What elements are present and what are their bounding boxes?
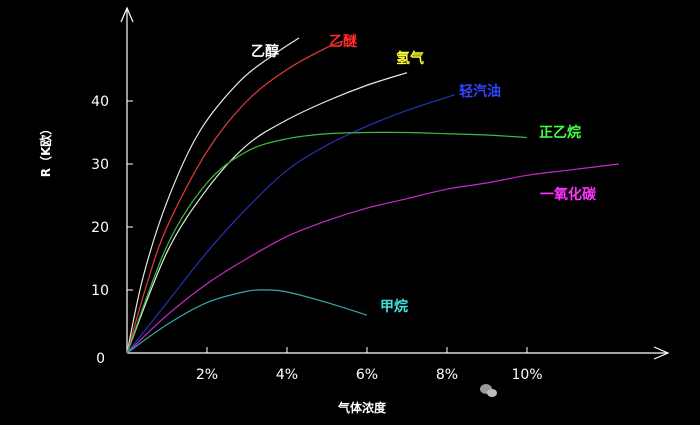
series-line-5 bbox=[126, 163, 620, 354]
series-line-6 bbox=[126, 289, 368, 354]
series-label-0: 乙醇 bbox=[251, 43, 279, 60]
series-line-3 bbox=[126, 94, 456, 354]
x-tick-label: 8% bbox=[436, 367, 458, 383]
x-axis-title: 气体浓度 bbox=[337, 400, 387, 415]
series-label-6: 甲烷 bbox=[380, 298, 408, 315]
x-tick-label: 2% bbox=[196, 367, 218, 383]
y-tick-label: 20 bbox=[91, 220, 109, 236]
series-label-4: 正乙烷 bbox=[539, 124, 581, 141]
x-tick-label: 6% bbox=[356, 367, 378, 383]
series-line-2 bbox=[126, 72, 408, 354]
y-tick-label: 30 bbox=[91, 157, 109, 173]
series-line-0 bbox=[126, 37, 300, 354]
tick-labels: 2% 4% 6% 8% 10% 10 20 30 40 0 bbox=[91, 94, 542, 383]
y-tick-label: 40 bbox=[91, 94, 109, 110]
x-tick-label: 10% bbox=[511, 367, 542, 383]
series-line-4 bbox=[126, 131, 528, 354]
y-tick-label: 10 bbox=[91, 283, 109, 299]
series-label-1: 乙醚 bbox=[329, 33, 357, 50]
axes bbox=[120, 6, 670, 360]
series-label-2: 氢气 bbox=[396, 50, 424, 67]
wechat-icon bbox=[480, 384, 497, 397]
x-axis-arrow bbox=[653, 346, 670, 360]
series-label-3: 轻汽油 bbox=[459, 83, 501, 100]
x-tick-label: 4% bbox=[276, 367, 298, 383]
series-label-5: 一氧化碳 bbox=[540, 186, 597, 203]
y-axis-title: R（K欧） bbox=[38, 123, 53, 178]
y-axis-arrow bbox=[120, 6, 134, 23]
series-line-1 bbox=[126, 40, 344, 354]
series-curves bbox=[126, 37, 620, 354]
origin-label: 0 bbox=[96, 351, 105, 367]
